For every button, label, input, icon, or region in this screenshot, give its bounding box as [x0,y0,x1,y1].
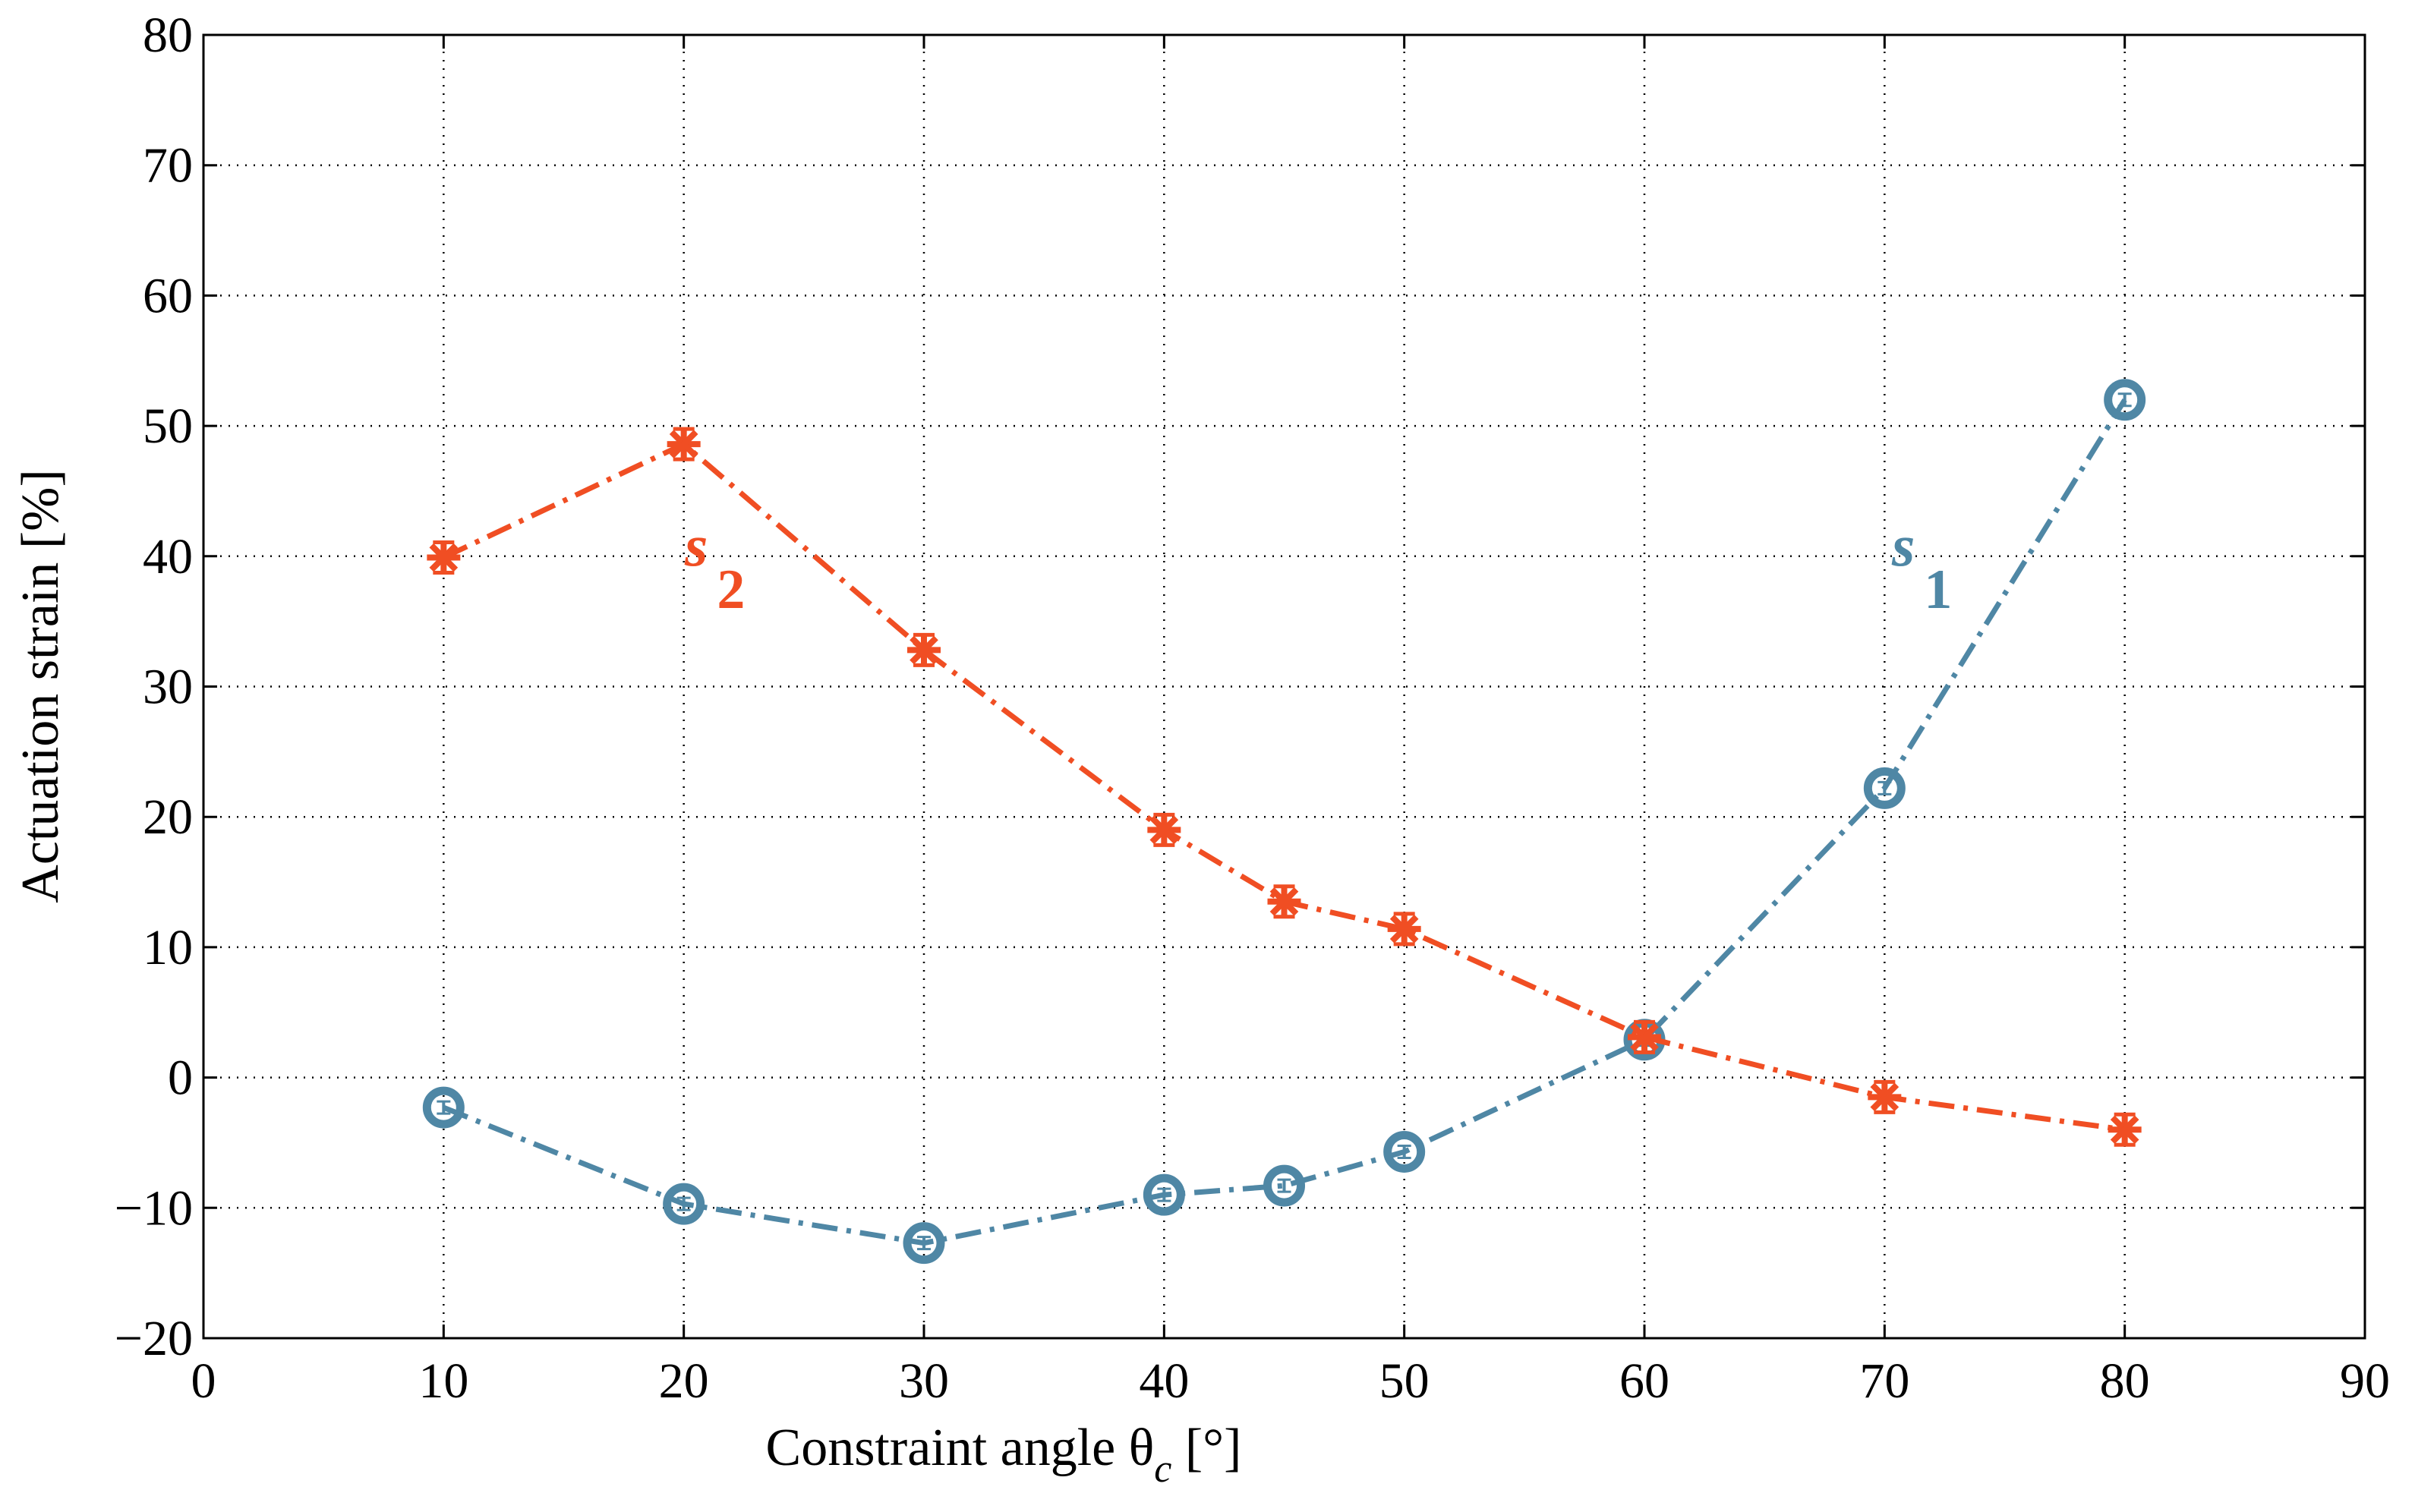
data-point-s1 [903,1222,945,1265]
x-tick-label: 0 [191,1353,216,1409]
data-point-s1 [1863,767,1906,809]
y-axis-label: Actuation strain [%] [11,469,70,902]
y-tick-label: −20 [115,1311,193,1366]
data-point-s1 [663,1183,705,1225]
data-point-s2 [1387,912,1421,947]
y-tick-label: 50 [143,398,193,454]
x-axis-label-unit: [°] [1171,1419,1241,1477]
data-point-s1 [1263,1164,1305,1207]
series-label-s1-main: s [1891,512,1915,578]
data-point-s1 [1143,1173,1185,1216]
series-label-s1-sub: 1 [1924,559,1952,621]
x-tick-label: 50 [1379,1353,1430,1409]
series-label-s2: s2 [684,512,745,621]
grid [203,35,2365,1338]
data-point-s2 [427,540,461,575]
x-tick-label: 20 [659,1353,709,1409]
series-label-s2-sub: 2 [717,559,745,621]
series-label-s2-main: s [684,512,708,578]
data-point-s1 [2104,379,2146,421]
x-axis-label-main: Constraint angle θ [766,1419,1155,1477]
series-label-s1: s1 [1891,512,1952,621]
data-point-s2 [2108,1112,2142,1147]
y-tick-label: 30 [143,660,193,715]
x-tick-label: 30 [899,1353,949,1409]
ticks [202,33,2366,1340]
series-layer [422,379,2146,1265]
x-tick-label: 10 [418,1353,468,1409]
y-tick-label: 20 [143,789,193,845]
plot-frame [202,33,2366,1340]
x-axis-label: Constraint angle θc [°] [766,1419,1242,1491]
y-tick-label: 10 [143,920,193,975]
x-tick-label: 40 [1139,1353,1189,1409]
x-axis-label-sub: c [1154,1447,1171,1491]
x-tick-label: 60 [1619,1353,1669,1409]
data-point-s2 [1868,1079,1902,1114]
data-point-s1 [422,1086,465,1129]
data-point-s2 [1267,884,1301,919]
y-tick-label: −10 [115,1180,193,1236]
series-s2 [427,427,2142,1147]
x-tick-label: 90 [2340,1353,2390,1409]
x-tick-label: 70 [1859,1353,1909,1409]
data-point-s2 [1147,812,1181,847]
data-point-s2 [1628,1019,1661,1054]
y-tick-label: 40 [143,529,193,584]
y-tick-label: 80 [143,8,193,63]
y-tick-label: 70 [143,138,193,194]
x-tick-label: 80 [2100,1353,2150,1409]
data-point-s1 [1383,1130,1426,1173]
data-point-s2 [667,427,701,461]
y-tick-label: 60 [143,268,193,323]
tick-labels: 0 10 20 30 40 50 60 70 80 90 −20 −10 0 10 20 30 40 50 60 70… [115,8,2390,1409]
y-tick-label: 0 [168,1051,193,1106]
data-point-s2 [907,632,941,667]
